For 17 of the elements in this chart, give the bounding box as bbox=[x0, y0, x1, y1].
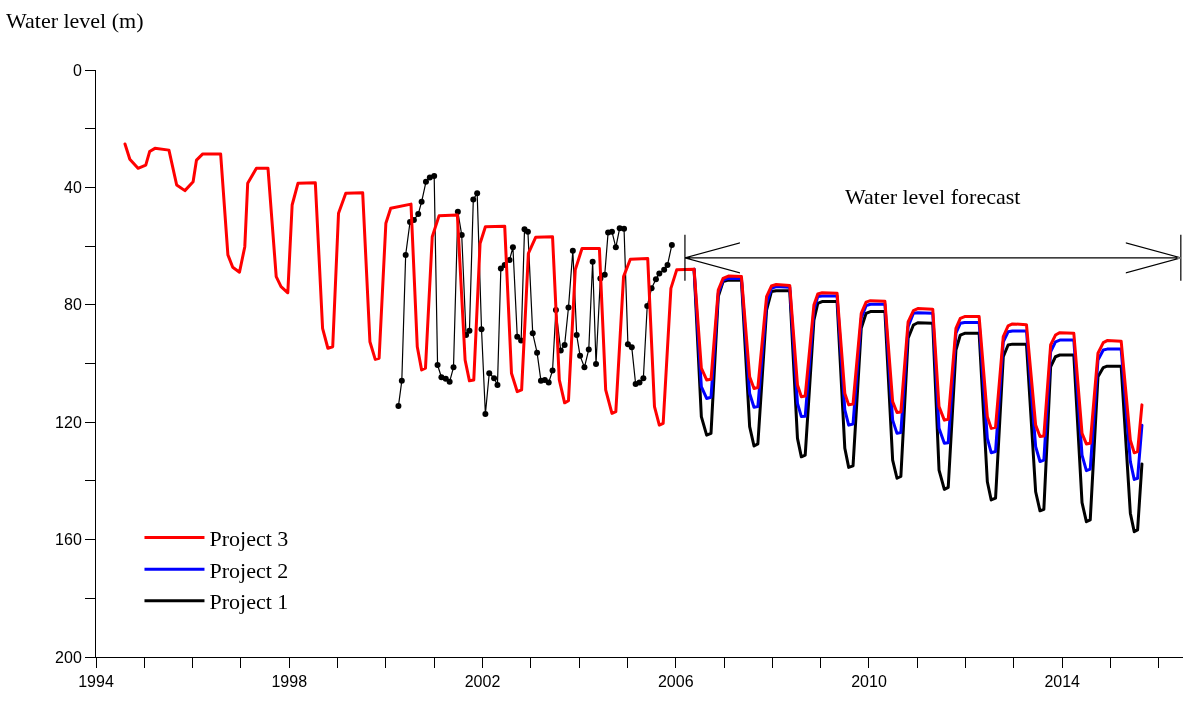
legend-label: Project 3 bbox=[209, 526, 289, 552]
y-tick-label: 40 bbox=[64, 179, 82, 196]
y-tick-label: 160 bbox=[55, 531, 82, 549]
x-tick-label: 1994 bbox=[78, 673, 114, 691]
x-tick-label: 1998 bbox=[271, 673, 308, 691]
y-tick-label: 0 bbox=[72, 61, 82, 79]
x-tick-label: 2014 bbox=[1044, 673, 1081, 691]
legend-label: Project 2 bbox=[209, 557, 289, 583]
x-tick-label: 2006 bbox=[657, 673, 694, 691]
x-tick-label: 2002 bbox=[464, 673, 501, 691]
y-tick-label: 80 bbox=[64, 296, 82, 314]
y-axis-title: Water level (m) bbox=[6, 8, 144, 33]
y-tick-label: 120 bbox=[55, 413, 82, 431]
x-tick-label: 2010 bbox=[851, 673, 887, 691]
annotation: Water level forecast bbox=[845, 184, 1021, 209]
y-tick-label: 200 bbox=[55, 648, 82, 666]
legend-label: Project 1 bbox=[209, 589, 289, 615]
